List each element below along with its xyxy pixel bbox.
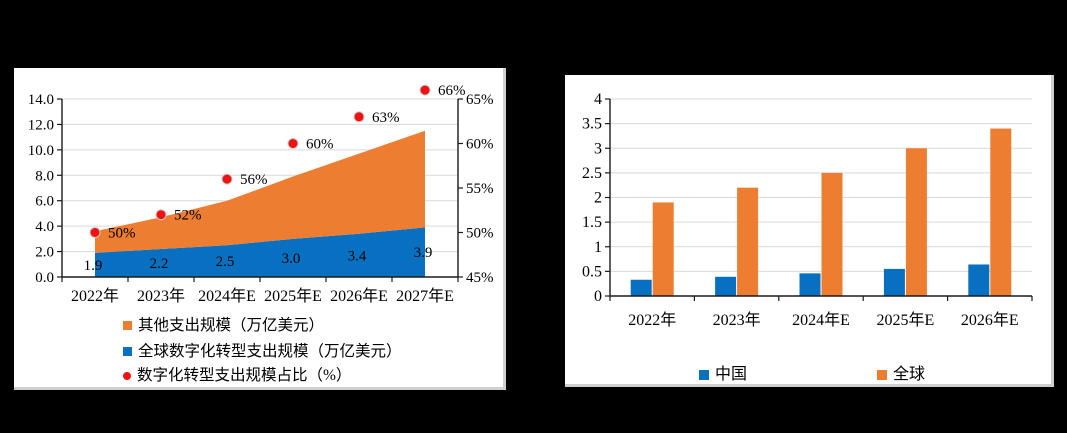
value-label: 2.5 — [216, 254, 235, 270]
legend-label: 全球数字化转型支出规模（万亿美元） — [138, 343, 402, 360]
bar-global — [905, 148, 927, 296]
ratio-dot — [221, 173, 233, 185]
orange-square-icon — [123, 321, 132, 331]
value-label: 3.0 — [282, 251, 301, 267]
bar-global — [990, 128, 1012, 296]
legend-item-china: 中国 — [699, 367, 747, 383]
right-chart-panel: 0 0.5 1 1.5 2 2.5 3 3.5 4 2022年 2023年 2024年E 2025年E 2… — [565, 75, 1054, 387]
ratio-label: 52% — [174, 208, 202, 224]
ratio-dot — [353, 111, 365, 123]
y-axis-tick-label: 0 — [594, 288, 602, 305]
left-axis-tick-label: 0.0 — [35, 270, 54, 286]
legend-label: 数字化转型支出规模占比（%） — [137, 367, 352, 384]
ratio-dot — [419, 84, 431, 96]
y-axis-tick-label: 1.5 — [582, 214, 602, 231]
left-axis-tick-label: 2.0 — [35, 245, 54, 261]
y-axis-tick-label: 3 — [594, 140, 602, 157]
legend-label: 全球 — [893, 366, 926, 383]
ratio-label: 50% — [108, 226, 136, 242]
x-category-label: 2026年E — [330, 287, 388, 305]
y-axis-tick-label: 3.5 — [582, 116, 602, 133]
legend-label: 中国 — [715, 366, 748, 383]
bar-china — [715, 276, 737, 296]
area-other-spending — [95, 130, 425, 253]
ratio-label: 60% — [306, 137, 334, 153]
x-category-label: 2024年E — [792, 311, 850, 329]
bar-china — [883, 268, 905, 296]
bar-china — [968, 264, 990, 296]
bar-global — [737, 187, 759, 296]
value-label: 3.4 — [348, 248, 367, 264]
left-axis-tick-label: 10.0 — [28, 143, 54, 159]
legend-item-other-spending: 其他支出规模（万亿美元） — [123, 318, 324, 334]
bar-china — [630, 279, 652, 296]
right-axis-tick-label: 45% — [466, 270, 494, 286]
left-axis-tick-label: 4.0 — [35, 219, 54, 235]
y-axis-tick-label: 4 — [594, 91, 602, 108]
x-category-label: 2026年E — [961, 311, 1019, 329]
value-label: 1.9 — [84, 258, 103, 274]
area-global-dx-spending — [95, 227, 425, 277]
left-axis-tick-label: 12.0 — [28, 117, 54, 133]
x-category-label: 2022年 — [71, 287, 119, 305]
left-axis-tick-label: 6.0 — [35, 194, 54, 210]
y-axis-tick-label: 1 — [594, 239, 602, 256]
left-axis-tick-label: 14.0 — [28, 92, 54, 108]
right-axis-tick-label: 55% — [466, 181, 494, 197]
area-chart-svg: 0.0 2.0 4.0 6.0 8.0 10.0 12.0 14.0 45% 50% 55% 60% 6… — [28, 83, 494, 305]
ratio-dot — [89, 227, 101, 238]
right-axis-tick-label: 50% — [466, 226, 494, 242]
bar-global — [821, 172, 843, 296]
orange-square-icon — [877, 370, 887, 380]
x-category-label: 2022年 — [628, 311, 676, 329]
bar-global — [652, 202, 674, 296]
ratio-label: 63% — [372, 110, 400, 126]
y-axis-tick-label: 2.5 — [582, 165, 602, 182]
y-axis-tick-label: 2 — [594, 190, 602, 207]
x-category-label: 2023年 — [137, 287, 185, 305]
x-category-label: 2025年E — [877, 311, 935, 329]
left-chart-panel: 0.0 2.0 4.0 6.0 8.0 10.0 12.0 14.0 45% 50% 55% 60% 6… — [14, 68, 506, 390]
ratio-label: 66% — [438, 83, 466, 99]
left-axis-tick-label: 8.0 — [35, 168, 54, 184]
right-axis-tick-label: 60% — [466, 137, 494, 153]
blue-square-icon — [699, 370, 709, 380]
x-category-label: 2027年E — [396, 287, 454, 305]
ratio-dot — [287, 138, 299, 149]
x-category-label: 2023年 — [713, 311, 761, 329]
blue-square-icon — [123, 347, 132, 357]
legend-item-global: 全球 — [877, 367, 925, 383]
bar-china — [799, 273, 821, 296]
ratio-label: 56% — [240, 172, 268, 188]
red-dot-icon — [123, 371, 131, 380]
value-label: 2.2 — [150, 256, 169, 272]
ratio-dot — [155, 209, 167, 221]
x-category-label: 2025年E — [264, 287, 322, 305]
y-axis-tick-label: 0.5 — [582, 263, 602, 280]
legend-label: 其他支出规模（万亿美元） — [138, 317, 325, 334]
value-label: 3.9 — [414, 245, 433, 261]
right-axis-tick-label: 65% — [466, 92, 494, 108]
x-category-label: 2024年E — [198, 287, 256, 305]
legend-item-global-dx-spending: 全球数字化转型支出规模（万亿美元） — [123, 344, 402, 360]
bar-chart-svg: 0 0.5 1 1.5 2 2.5 3 3.5 4 2022年 2023年 2024年E 2025年E 2… — [582, 91, 1033, 329]
legend-item-dx-share: 数字化转型支出规模占比（%） — [123, 368, 351, 384]
